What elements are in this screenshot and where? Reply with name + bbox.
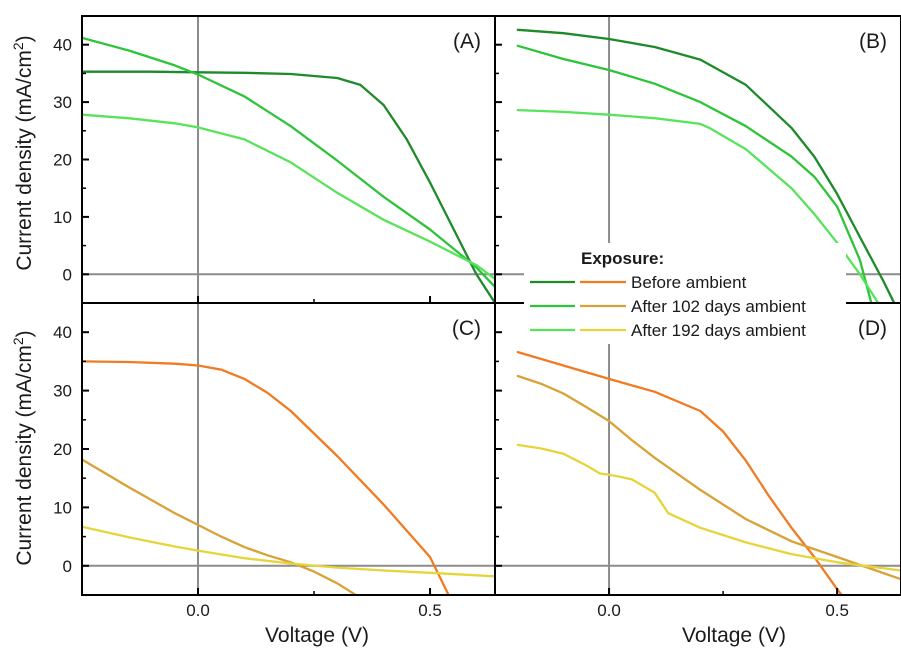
legend-background — [524, 243, 846, 344]
panel-label: (D) — [858, 317, 887, 340]
series-line-1 — [82, 458, 357, 595]
y-axis-title-top-main: Current density (mA/cm — [13, 50, 36, 271]
series-line-0 — [82, 360, 450, 595]
y-axis-title-bottom-end: ) — [13, 330, 36, 337]
series-line-2 — [82, 525, 495, 578]
series-line-1 — [82, 36, 495, 289]
series-group — [82, 36, 495, 303]
y-axis-title-bottom-main: Current density (mA/cm — [13, 345, 36, 566]
y-axis-title-bottom-sup: 2 — [10, 337, 26, 345]
y-tick-label: 30 — [53, 382, 72, 401]
series-line-1 — [516, 44, 873, 303]
series-line-2 — [516, 443, 901, 572]
series-group — [82, 360, 495, 595]
panel-label: (C) — [452, 317, 481, 340]
y-axis-title-bottom: Current density (mA/cm2) — [10, 330, 36, 565]
y-tick-label: 40 — [53, 36, 72, 55]
series-line-0 — [82, 70, 495, 303]
y-tick-label: 30 — [53, 93, 72, 112]
y-axis-title-top-end: ) — [13, 35, 36, 42]
y-tick-label: 40 — [53, 323, 72, 342]
legend-entry-label: After 192 days ambient — [631, 321, 806, 340]
y-axis-title-top: Current density (mA/cm2) — [10, 35, 36, 270]
y-axis-title-top-sup: 2 — [10, 42, 26, 50]
y-tick-label: 0 — [63, 557, 72, 576]
y-tick-label: 0 — [63, 265, 72, 284]
series-line-1 — [516, 374, 901, 581]
legend-entry-label: Before ambient — [631, 273, 747, 292]
y-tick-label: 20 — [53, 151, 72, 170]
y-tick-label: 20 — [53, 440, 72, 459]
x-axis-title-right: Voltage (V) — [682, 624, 786, 647]
x-tick-label: 0.5 — [418, 601, 442, 620]
x-tick-label: 0.0 — [597, 601, 621, 620]
series-line-0 — [516, 28, 896, 303]
axis-titles: Voltage (V) Voltage (V) Current density … — [10, 35, 786, 647]
x-axis-title-left: Voltage (V) — [265, 624, 369, 647]
series-group — [516, 350, 901, 595]
y-tick-label: 10 — [53, 208, 72, 227]
legend-title: Exposure: — [581, 249, 664, 268]
legend-entry-label: After 102 days ambient — [631, 297, 806, 316]
x-tick-label: 0.5 — [825, 601, 849, 620]
series-line-0 — [516, 350, 843, 595]
series-line-2 — [82, 113, 495, 281]
legend-entries: Before ambient After 102 days ambient Afte… — [530, 273, 806, 340]
legend: Exposure: Before ambient After 102 days a… — [524, 243, 846, 344]
panel-label: (B) — [859, 30, 887, 53]
panel-label: (A) — [453, 30, 481, 53]
x-tick-label: 0.0 — [186, 601, 210, 620]
y-tick-label: 10 — [53, 498, 72, 517]
